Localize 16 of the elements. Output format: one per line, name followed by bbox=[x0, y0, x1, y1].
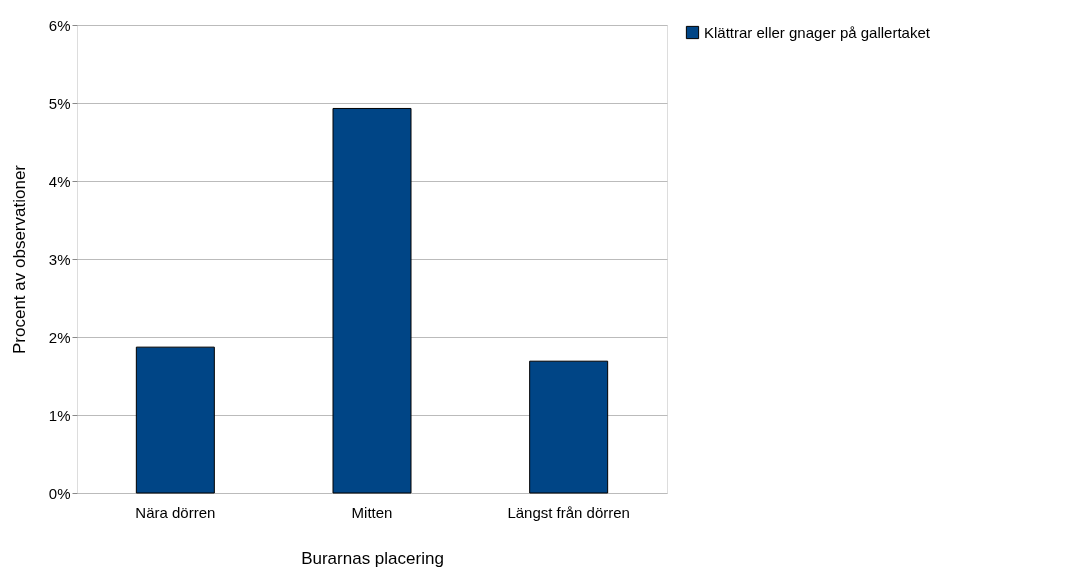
y-tick-label: 1% bbox=[48, 406, 71, 424]
y-tick-label: 3% bbox=[48, 250, 71, 268]
bar bbox=[332, 107, 412, 494]
bar bbox=[135, 346, 215, 494]
y-tick-label: 5% bbox=[48, 94, 71, 112]
x-tick-label: Mitten bbox=[351, 503, 393, 521]
x-axis-title: Burarnas placering bbox=[301, 548, 444, 568]
y-axis-title: Procent av observationer bbox=[9, 164, 29, 354]
x-tick-label: Nära dörren bbox=[135, 503, 216, 521]
legend-label: Klättrar eller gnager på gallertaket bbox=[704, 23, 931, 41]
bar bbox=[529, 360, 609, 494]
y-tick-label: 0% bbox=[48, 484, 71, 502]
y-tick-label: 6% bbox=[48, 16, 71, 34]
y-tick-label: 4% bbox=[48, 172, 71, 190]
y-tick-label: 2% bbox=[48, 328, 71, 346]
x-tick-label: Längst från dörren bbox=[507, 503, 630, 521]
